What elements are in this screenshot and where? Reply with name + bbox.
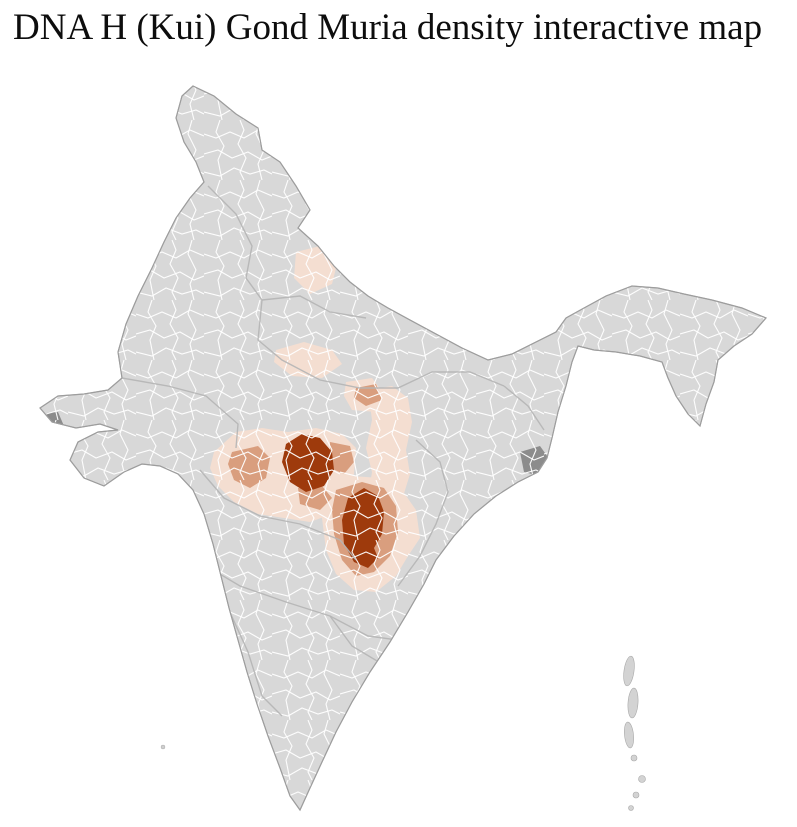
page-title: DNA H (Kui) Gond Muria density interacti… — [13, 7, 763, 48]
andaman-nicobar-islands[interactable] — [622, 655, 646, 811]
lakshadweep-island[interactable] — [160, 744, 166, 750]
